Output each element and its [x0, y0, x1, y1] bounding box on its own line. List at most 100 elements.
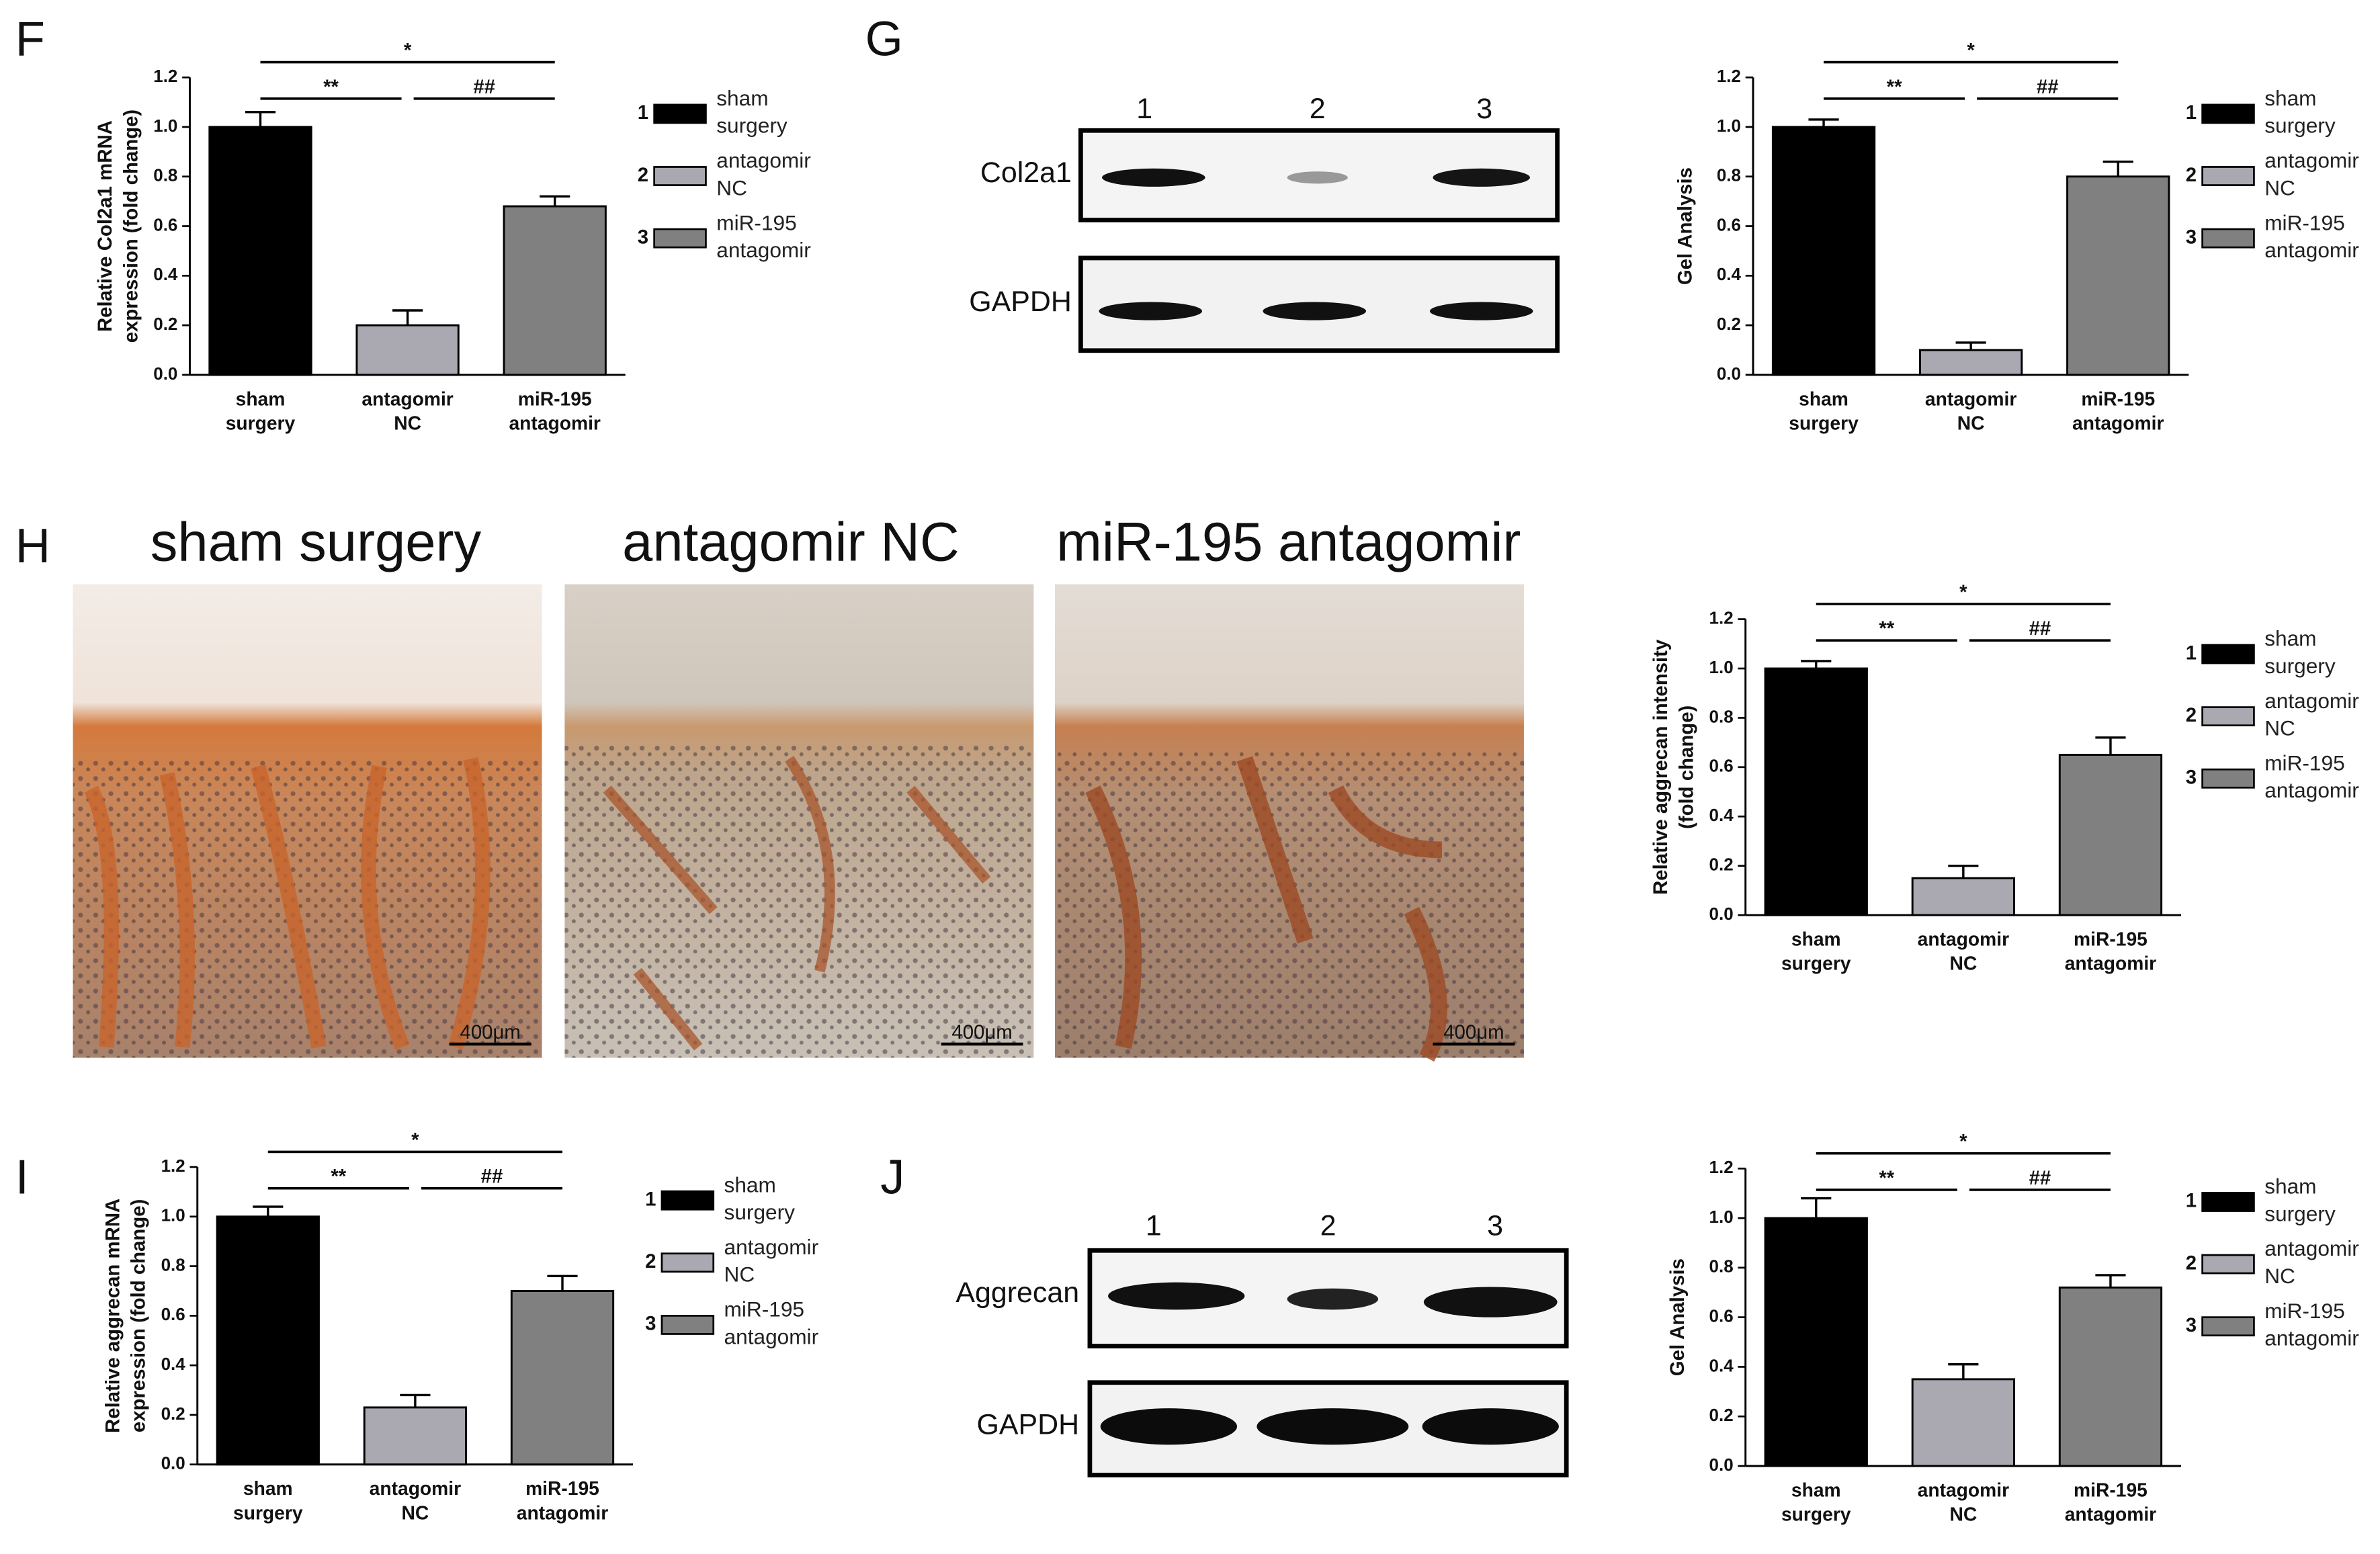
lane-label: 3: [1487, 1210, 1503, 1242]
legend-number: 1: [645, 1188, 656, 1210]
bar: [355, 324, 460, 376]
y-tick-label: 0.6: [1709, 756, 1734, 776]
legend-label: antagomir NC: [724, 1235, 819, 1287]
panel-label: F: [15, 12, 45, 66]
significance-label: **: [1879, 617, 1894, 640]
y-tick-label: 0.8: [161, 1254, 185, 1275]
legend-label: sham surgery: [2264, 627, 2336, 679]
significance-label: **: [1879, 1167, 1894, 1189]
legend-label: sham surgery: [716, 86, 788, 138]
legend-label: sham surgery: [2264, 86, 2336, 138]
band: [1423, 1287, 1558, 1318]
significance-label: *: [1959, 1131, 1967, 1153]
legend-label: miR-195 antagomir: [716, 211, 811, 263]
x-tick-label: antagomir NC: [1925, 388, 2016, 434]
x-tick-label: antagomir NC: [370, 1478, 461, 1524]
x-tick-label: miR-195 antagomir: [509, 388, 600, 434]
trabecula: [603, 756, 991, 1051]
lane-label: 2: [1320, 1210, 1336, 1242]
x-tick-label: sham surgery: [1781, 1479, 1851, 1525]
x-tick-label: miR-195 antagomir: [517, 1478, 608, 1524]
scale-bar-label: 400μm: [1443, 1021, 1504, 1043]
legend-label: sham surgery: [724, 1173, 796, 1225]
y-tick-label: 0.0: [161, 1453, 185, 1473]
x-tick-label: antagomir NC: [362, 388, 453, 434]
legend-swatch: [2201, 1192, 2255, 1212]
panel-label: G: [865, 12, 903, 66]
trabecula: [84, 757, 491, 1050]
bar: [1911, 877, 2015, 916]
legend-label: miR-195 antagomir: [2264, 211, 2359, 263]
y-axis-label: Relative aggrecan mRNA: [101, 1199, 124, 1433]
legend-label: antagomir NC: [716, 148, 811, 200]
y-axis-label: expression (fold change): [128, 1199, 150, 1432]
y-tick-label: 0.4: [161, 1354, 186, 1374]
lane-label: 1: [1136, 93, 1152, 125]
band: [1108, 1282, 1245, 1310]
y-tick-label: 1.2: [161, 1156, 185, 1176]
y-tick-label: 1.2: [153, 66, 177, 86]
bar: [510, 1290, 615, 1466]
legend-number: 1: [2186, 101, 2197, 124]
y-tick-label: 1.0: [161, 1205, 185, 1225]
y-tick-label: 0.2: [1709, 854, 1734, 874]
legend-number: 3: [645, 1313, 656, 1335]
y-tick-label: 0.0: [1709, 1455, 1734, 1475]
legend-number: 1: [638, 101, 648, 124]
legend-number: 3: [2186, 226, 2197, 248]
trabecula: [1085, 756, 1447, 1062]
bar: [2066, 175, 2170, 376]
significance-label: ##: [473, 76, 495, 98]
chart: G 0.0 0.2 0.4 0.6 0.8 1.0 1.2 Gel Analysis sham su…: [865, 12, 2359, 434]
legend-label: antagomir NC: [2264, 148, 2359, 200]
y-tick-label: 0.0: [1717, 363, 1741, 384]
lane-label: 3: [1476, 93, 1492, 125]
y-axis-label: (fold change): [1676, 705, 1698, 829]
y-tick-label: 0.0: [1709, 904, 1734, 924]
histology-title: antagomir NC: [622, 512, 960, 573]
x-tick-label: sham surgery: [1781, 929, 1851, 974]
y-tick-label: 1.0: [1717, 116, 1741, 136]
legend-label: miR-195 antagomir: [2264, 1299, 2359, 1350]
legend-swatch: [661, 1315, 715, 1335]
bar: [503, 205, 607, 376]
blot-g: 1 2 3 Col2a1 GAPDH: [969, 93, 1560, 353]
bar: [363, 1406, 468, 1466]
scale-bar-label: 400μm: [460, 1021, 521, 1043]
bar: [1919, 349, 2023, 376]
legend-number: 3: [2186, 767, 2197, 789]
y-tick-label: 0.2: [1717, 314, 1741, 334]
y-tick-label: 0.0: [153, 363, 177, 384]
chart: F 0.0 0.2 0.4 0.6 0.8 1.0 1.2 Relative Col2a1 mR…: [15, 12, 811, 434]
panel-label: J: [880, 1150, 904, 1204]
x-tick-label: miR-195 antagomir: [2065, 929, 2156, 974]
band: [1263, 302, 1367, 320]
histology-title: sham surgery: [151, 512, 482, 573]
y-tick-label: 0.6: [161, 1304, 185, 1324]
chart: I 0.0 0.2 0.4 0.6 0.8 1.0 1.2 Relative aggrecan …: [15, 1129, 818, 1523]
legend-swatch: [2201, 644, 2255, 664]
bar: [1911, 1378, 2015, 1467]
legend-swatch: [2201, 1316, 2255, 1337]
histology-images: 400μm 400μm 400μm sham surgery antagomir…: [73, 512, 1524, 1062]
band: [1257, 1408, 1409, 1445]
significance-label: **: [323, 76, 339, 98]
legend-swatch: [661, 1190, 715, 1211]
lane-label: 2: [1310, 93, 1326, 125]
y-tick-label: 0.4: [153, 264, 178, 284]
significance-label: *: [1959, 581, 1967, 603]
y-tick-label: 0.8: [1709, 706, 1734, 726]
legend-swatch: [2201, 768, 2255, 789]
blot-j: 1 2 3 Aggrecan GAPDH: [955, 1210, 1569, 1477]
legend-number: 1: [2186, 642, 2197, 664]
chart: H 0.0 0.2 0.4 0.6 0.8 1.0 1.2 Relative aggrecan …: [15, 519, 2359, 974]
y-tick-label: 0.2: [161, 1404, 185, 1424]
y-tick-label: 1.2: [1709, 1157, 1734, 1177]
legend-swatch: [2201, 166, 2255, 186]
blot-row-label: GAPDH: [969, 286, 1072, 318]
legend-swatch: [2201, 1254, 2255, 1275]
y-tick-label: 0.4: [1717, 264, 1742, 284]
legend-label: miR-195 antagomir: [2264, 751, 2359, 803]
bar: [2058, 1286, 2163, 1467]
bar: [216, 1215, 320, 1466]
